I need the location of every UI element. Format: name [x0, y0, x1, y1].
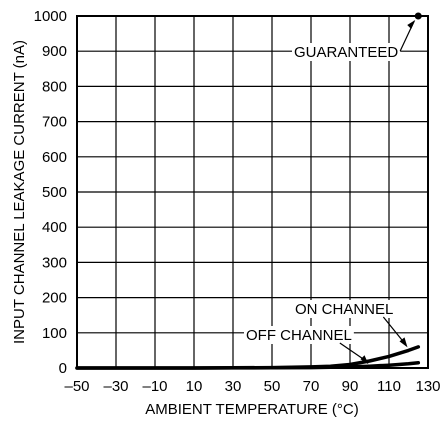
off-channel-arrowhead: [360, 355, 369, 365]
annotations: GUARANTEED ON CHANNEL OFF CHANNEL: [244, 12, 422, 365]
y-axis-label: INPUT CHANNEL LEAKAGE CURRENT (nA): [11, 40, 28, 344]
y-tick-label: 700: [42, 114, 67, 131]
guaranteed-point: [414, 12, 422, 20]
y-tick-label: 900: [42, 43, 67, 60]
x-tick-label: 50: [264, 378, 281, 395]
x-tick-label: 130: [415, 378, 440, 395]
on-channel-label: ON CHANNEL: [295, 301, 393, 318]
on-channel-label-bg: [293, 300, 396, 318]
off-channel-label: OFF CHANNEL: [246, 327, 352, 344]
guaranteed-arrowhead: [407, 20, 416, 29]
on-channel-arrowhead: [399, 337, 408, 348]
x-tick-label: –10: [142, 378, 167, 395]
y-tick-label: 600: [42, 149, 67, 166]
series-line-off-channel: [75, 360, 421, 370]
y-tick-label: 1000: [34, 8, 67, 25]
guaranteed-label-bg: [292, 43, 401, 61]
x-tick-label: 10: [186, 378, 203, 395]
y-tick-label: 400: [42, 219, 67, 236]
x-tick-label: 70: [303, 378, 320, 395]
series-lines: [75, 345, 421, 370]
y-tick-label: 500: [42, 184, 67, 201]
x-tick-label: –50: [64, 378, 89, 395]
y-tick-label: 100: [42, 325, 67, 342]
x-tick-label: 30: [225, 378, 242, 395]
x-axis-label: AMBIENT TEMPERATURE (°C): [145, 401, 359, 418]
y-tick-label: 200: [42, 290, 67, 307]
y-tick-label: 0: [59, 360, 67, 377]
x-tick-label: 90: [342, 378, 359, 395]
x-tick-labels: –50 –30 –10 10 30 50 70 90 110 130: [64, 378, 440, 395]
y-tick-labels: 0 100 200 300 400 500 600 700 800 900 1000: [34, 8, 67, 377]
y-tick-label: 800: [42, 78, 67, 95]
guaranteed-label: GUARANTEED: [294, 44, 398, 61]
y-tick-label: 300: [42, 254, 67, 271]
off-channel-label-bg: [244, 326, 354, 344]
x-tick-label: –30: [103, 378, 128, 395]
x-tick-label: 110: [377, 378, 401, 395]
